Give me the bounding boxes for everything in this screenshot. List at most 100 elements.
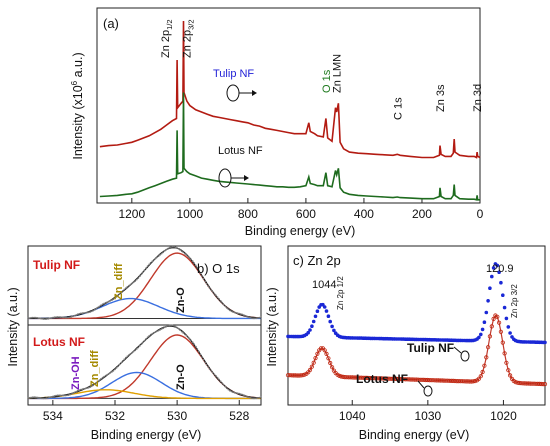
- lotus-data-point: [134, 349, 137, 352]
- tulip-data-point: [93, 308, 96, 311]
- tulip-data-point: [41, 317, 43, 320]
- lotus-data-point: [38, 396, 40, 399]
- lotus-data-point: [177, 327, 180, 330]
- tulip-data-point: [30, 316, 32, 319]
- tulip-data-point: [31, 316, 34, 319]
- b-x-tick-label-532: 532: [105, 409, 125, 423]
- lotus-data-point: [50, 396, 53, 398]
- lotus-data-point: [318, 346, 324, 351]
- lotus-data-point: [542, 381, 548, 387]
- lotus-data-point: [329, 365, 335, 370]
- tulip-data-point: [28, 317, 31, 319]
- x-tick-label-0: 0: [477, 207, 484, 221]
- panel-b-label: b) O 1s: [197, 261, 240, 276]
- tulip-data-point: [104, 301, 107, 304]
- tulip-data-point: [207, 285, 210, 287]
- lotus-data-point: [190, 339, 193, 342]
- tulip-data-point: [225, 307, 228, 309]
- lotus-data-point: [61, 394, 64, 397]
- annotation-zn3s: Zn 3s: [435, 84, 447, 112]
- tulip-data-point: [65, 316, 68, 319]
- lotus-data-point: [143, 339, 146, 342]
- panel-b-lotus-zn-diff-label: Zn_diff: [89, 350, 101, 387]
- lotus-data-point: [123, 358, 126, 361]
- lotus-data-point: [111, 371, 113, 373]
- panel-a-series: [99, 20, 481, 201]
- lotus-data-point: [313, 355, 318, 361]
- lotus-data-point: [207, 366, 210, 368]
- lotus-data-point: [118, 363, 121, 366]
- lotus-data-point: [185, 334, 188, 337]
- tulip-data-point: [255, 317, 258, 320]
- lotus-data-point: [120, 361, 123, 364]
- tulip-data-point: [129, 283, 132, 286]
- tulip-data-point: [132, 281, 135, 284]
- tulip-data-point: [218, 298, 221, 300]
- tulip-data-point: [179, 249, 182, 251]
- panel-b-lotus-plot: [27, 324, 262, 400]
- tulip-data-point: [502, 305, 507, 310]
- tulip-data-point: [257, 317, 259, 319]
- lotus-data-point: [222, 384, 225, 386]
- tulip-data-point: [118, 293, 121, 295]
- lotus-data-point: [75, 390, 78, 393]
- tulip-data-point: [53, 316, 56, 319]
- x-tick-label-400: 400: [354, 207, 374, 221]
- lotus-data-point: [328, 360, 333, 366]
- lotus-data-point: [224, 385, 227, 388]
- lotus-data-point: [151, 332, 154, 335]
- lotus-data-point: [300, 373, 305, 378]
- tulip-data-point: [508, 331, 512, 335]
- tulip-data-point: [145, 267, 148, 269]
- lotus-data-point: [258, 396, 261, 399]
- tulip-data-point: [152, 259, 155, 261]
- lotus-data-point: [210, 370, 213, 372]
- tulip-data-point: [92, 309, 95, 312]
- lotus-data-point: [28, 396, 31, 399]
- lotus-data-point: [230, 390, 233, 393]
- tulip-data-point: [81, 312, 84, 315]
- tulip-data-point: [324, 309, 329, 313]
- tulip-data-point: [135, 278, 138, 281]
- lotus-data-point: [115, 367, 118, 369]
- tulip-fit-zndiff: [28, 297, 261, 320]
- lotus-data-point: [205, 363, 208, 366]
- lotus-data-point: [326, 356, 331, 361]
- lotus-data-point: [140, 343, 143, 346]
- lotus-data-point: [478, 374, 483, 379]
- tulip-data-point: [224, 305, 227, 308]
- lotus-data-point: [194, 345, 197, 348]
- panel-a-x-tick-labels: 1200 1000 800 600 400 200 0: [118, 207, 483, 221]
- lotus-data-point: [322, 348, 327, 353]
- panel-a-label: (a): [103, 16, 119, 31]
- lotus-data-point: [193, 343, 196, 346]
- tulip-data-point: [148, 263, 151, 266]
- tulip-data-point: [253, 317, 256, 320]
- tulip-data-point: [194, 264, 197, 267]
- lotus-data-point: [204, 361, 207, 364]
- legend-tulip-label: Tulip NF: [213, 68, 254, 80]
- lotus-data-point: [165, 325, 168, 328]
- lotus-data-point: [171, 324, 174, 327]
- tulip-data-point: [131, 282, 134, 285]
- lotus-data-point: [184, 333, 186, 336]
- lotus-data-point: [498, 329, 503, 334]
- tulip-data-point: [173, 246, 175, 248]
- tulip-data-point: [222, 303, 225, 306]
- tulip-data-point: [126, 285, 129, 288]
- tulip-data-point: [185, 254, 188, 256]
- lotus-data-point: [484, 355, 489, 360]
- lotus-data-point: [103, 375, 105, 378]
- panel-c-tulip-marker: [460, 350, 470, 362]
- lotus-data-point: [27, 397, 29, 400]
- panel-b-tulip-label: Tulip NF: [33, 258, 80, 272]
- lotus-data-point: [173, 325, 175, 327]
- tulip-data-point: [510, 335, 514, 339]
- lotus-data-point: [233, 391, 236, 394]
- tulip-data-point: [500, 293, 505, 298]
- tulip-data-point: [97, 306, 99, 309]
- lotus-data-point: [126, 355, 129, 358]
- tulip-data-point: [160, 252, 163, 255]
- lotus-data-point: [502, 351, 507, 356]
- tulip-data-point: [243, 314, 245, 316]
